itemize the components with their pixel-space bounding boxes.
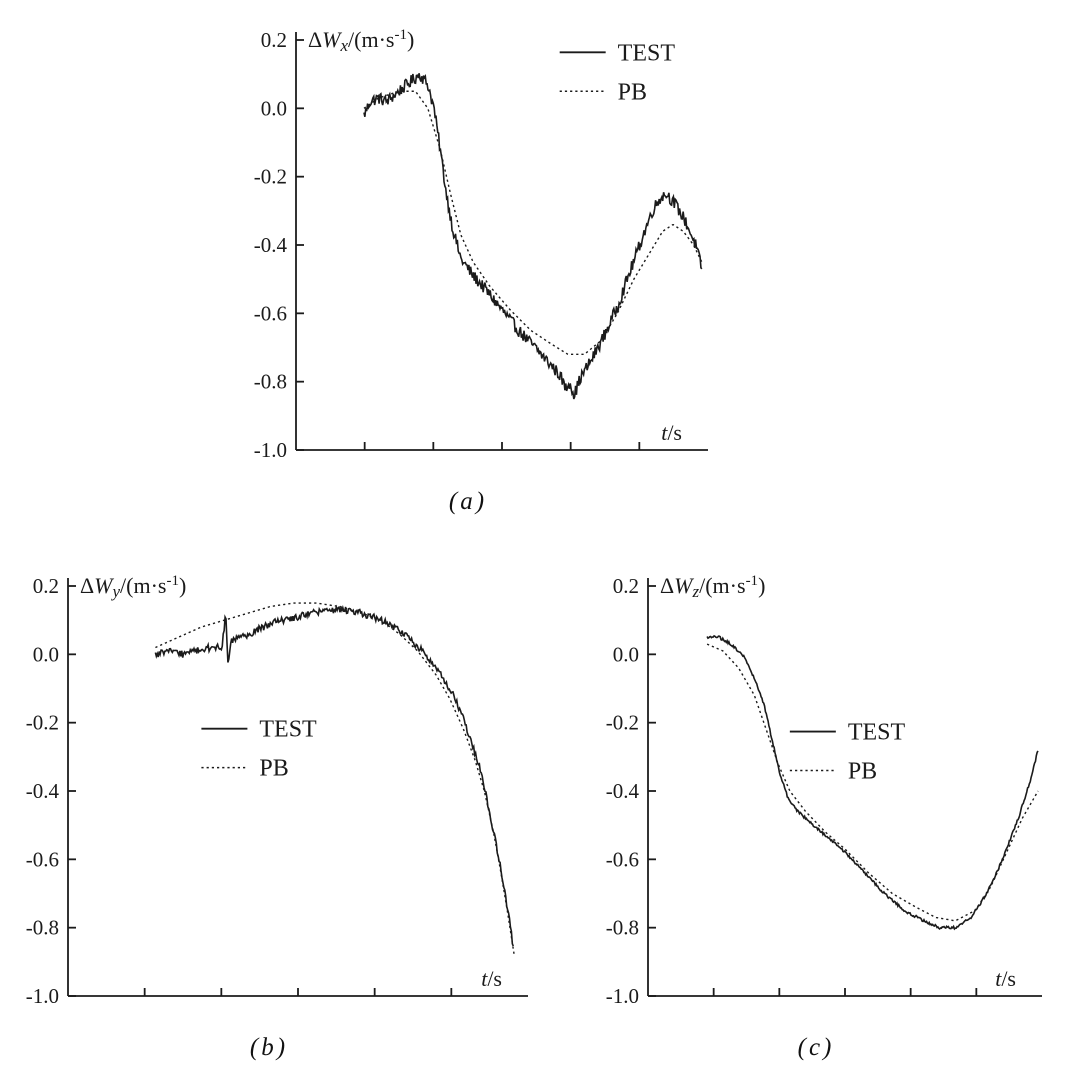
y-tick-label: 0.2 [261, 28, 287, 52]
y-tick-label: -0.2 [606, 711, 639, 735]
y-tick-label: -0.8 [606, 916, 639, 940]
y-axis-title: ΔWz/(m·s-1) [660, 573, 765, 601]
chart-a-caption: (a) [448, 488, 488, 515]
chart-c-plot: 0.2 0.0 -0.2 -0.4 -0.6 -0.8 -1.0 ΔWz/(m·s-1) t/s… [606, 573, 1042, 1008]
y-tick-label: 0.2 [33, 574, 59, 598]
y-tick-label: -0.6 [26, 847, 59, 871]
legend-pb-label: PB [259, 756, 288, 782]
legend-pb-label: PB [618, 79, 647, 105]
y-tick-label: -0.2 [254, 165, 287, 189]
y-tick-label: -0.4 [606, 779, 640, 803]
series-pb-line [706, 643, 1039, 922]
chart-c: 0.2 0.0 -0.2 -0.4 -0.6 -0.8 -1.0 ΔWz/(m·s-1) t/s… [582, 556, 1050, 1062]
series-pb-line [155, 602, 515, 956]
y-tick-label: -0.2 [26, 711, 59, 735]
y-tick-label: -0.8 [26, 916, 59, 940]
y-tick-label: -0.6 [254, 301, 287, 325]
x-axis-title: t/s [481, 966, 502, 991]
legend-test-label: TEST [259, 717, 317, 743]
y-tick-label: 0.2 [613, 574, 639, 598]
y-tick-label: 0.0 [613, 642, 639, 666]
y-tick-label: -0.4 [254, 233, 288, 257]
chart-a: 0.2 0.0 -0.2 -0.4 -0.6 -0.8 -1.0 ΔWx/(m·s-1) t/s… [220, 10, 716, 516]
chart-b: 0.2 0.0 -0.2 -0.4 -0.6 -0.8 -1.0 ΔWy/(m·s-1) t/s… [2, 556, 536, 1062]
y-tick-label: -0.6 [606, 847, 639, 871]
y-tick-label: 0.0 [33, 642, 59, 666]
x-axis-title: t/s [661, 420, 682, 445]
y-tick-label: -1.0 [606, 984, 639, 1008]
chart-a-plot: 0.2 0.0 -0.2 -0.4 -0.6 -0.8 -1.0 ΔWx/(m·s-1) t/s… [254, 27, 708, 462]
series-test-line [154, 604, 515, 947]
legend-test-label: TEST [848, 720, 906, 746]
chart-c-caption: (c) [797, 1034, 835, 1061]
y-axis-title: ΔWx/(m·s-1) [308, 27, 414, 55]
y-tick-label: -1.0 [254, 438, 287, 462]
y-axis-title: ΔWy/(m·s-1) [80, 573, 186, 601]
series-test-line [363, 73, 703, 400]
series-pb-line [363, 90, 703, 356]
y-tick-label: -1.0 [26, 984, 59, 1008]
series-test-line [706, 634, 1039, 931]
legend-test-label: TEST [618, 40, 676, 66]
chart-b-caption: (b) [249, 1034, 289, 1061]
y-tick-label: -0.8 [254, 370, 287, 394]
chart-b-plot: 0.2 0.0 -0.2 -0.4 -0.6 -0.8 -1.0 ΔWy/(m·s-1) t/s… [26, 573, 528, 1008]
legend-pb-label: PB [848, 759, 877, 785]
x-axis-title: t/s [995, 966, 1016, 991]
y-tick-label: 0.0 [261, 96, 287, 120]
y-tick-label: -0.4 [26, 779, 60, 803]
